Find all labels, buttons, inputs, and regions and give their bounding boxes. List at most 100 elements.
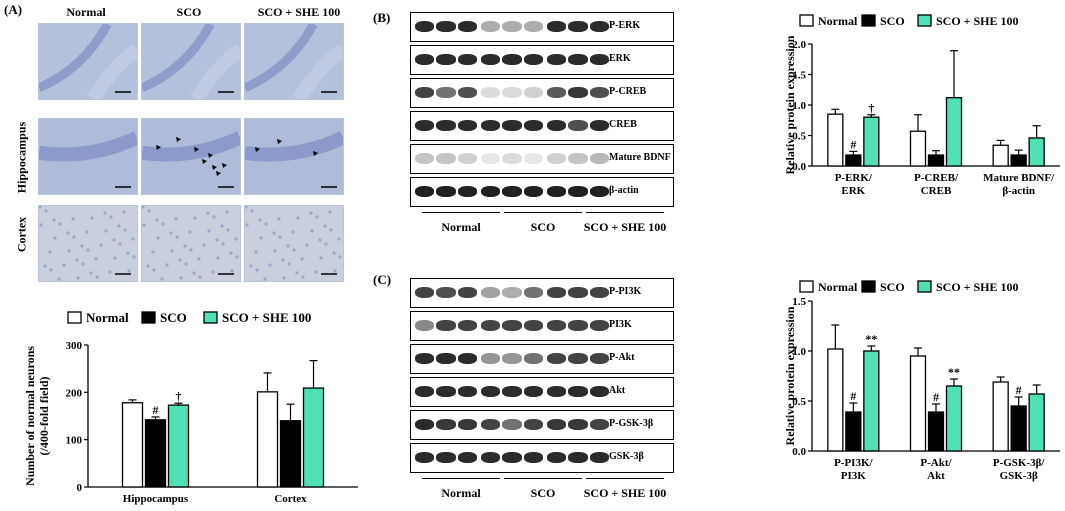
blot-band xyxy=(415,153,435,165)
blot-band xyxy=(523,452,543,464)
blot-label: Mature BDNF xyxy=(609,152,671,163)
blot-band xyxy=(415,320,435,332)
blot-band xyxy=(547,287,567,299)
blot-band xyxy=(457,120,477,132)
blot-band xyxy=(436,287,456,299)
blot-band xyxy=(589,320,609,332)
blot-band xyxy=(568,153,588,165)
blot-strip: Akt xyxy=(410,377,674,407)
col-header-sco-she: SCO + SHE 100 xyxy=(257,5,341,19)
x-category-label: Cortex xyxy=(274,493,307,505)
blot-label: P-Akt xyxy=(609,352,635,363)
blot-band xyxy=(547,54,567,66)
group-line xyxy=(504,478,582,479)
blot-band xyxy=(568,452,588,464)
blot-band xyxy=(457,87,477,99)
blot-band xyxy=(457,452,477,464)
blot-band xyxy=(436,153,456,165)
y-tick-label: 1.0 xyxy=(792,100,806,112)
blot-band xyxy=(436,54,456,66)
x-category-label: Hippocampus xyxy=(123,493,189,505)
bar xyxy=(144,419,167,488)
blot-strip: P-ERK xyxy=(410,12,674,42)
bar xyxy=(279,420,302,488)
col-header-sco: SCO xyxy=(176,5,202,19)
legend-swatch xyxy=(799,280,814,293)
blot-band xyxy=(589,353,609,365)
blot-band xyxy=(457,54,477,66)
y-tick-label: 200 xyxy=(66,387,83,399)
blot-band xyxy=(481,153,501,165)
blot-strip: CREB xyxy=(410,111,674,141)
legend-swatch xyxy=(203,311,218,324)
blot-band xyxy=(436,21,456,33)
row-header-cortex: Cortex xyxy=(14,216,29,253)
panel-a-label: (A) xyxy=(4,2,23,17)
bar xyxy=(992,144,1009,167)
blot-band xyxy=(415,386,435,398)
micrograph-image xyxy=(141,118,241,195)
blot-band xyxy=(502,186,522,198)
blot-band xyxy=(589,87,609,99)
y-axis-label: Relative protein expression xyxy=(783,306,797,445)
blot-band xyxy=(415,452,435,464)
blot-band xyxy=(547,353,567,365)
blot-band xyxy=(457,353,477,365)
legend-label: Normal xyxy=(86,310,129,325)
blot-band xyxy=(436,386,456,398)
blot-band xyxy=(523,153,543,165)
bar xyxy=(945,385,963,452)
blot-band xyxy=(415,186,435,198)
legend-label: SCO + SHE 100 xyxy=(222,310,311,325)
x-category-label: Akt xyxy=(927,470,945,482)
blot-band xyxy=(589,153,609,165)
blot-band xyxy=(568,54,588,66)
blot-band xyxy=(457,320,477,332)
blot-label: Akt xyxy=(609,385,626,396)
bar xyxy=(121,402,144,488)
blot-band xyxy=(523,87,543,99)
blot-band xyxy=(523,54,543,66)
x-category-label: P-ERK/ xyxy=(835,172,873,184)
blot-strip: GSK-3β xyxy=(410,443,674,473)
y-tick-label: 100 xyxy=(66,435,83,447)
significance-mark: # xyxy=(850,389,856,403)
micrograph-image xyxy=(141,23,241,100)
blot-band xyxy=(589,452,609,464)
blot-band xyxy=(481,419,501,431)
legend-swatch xyxy=(861,280,876,293)
blot-label: P-GSK-3β xyxy=(609,418,654,429)
blot-band xyxy=(415,87,435,99)
x-category-label: β-actin xyxy=(1002,185,1035,197)
blot-band xyxy=(589,186,609,198)
blot-band xyxy=(502,320,522,332)
blot-band xyxy=(568,287,588,299)
blot-band xyxy=(568,386,588,398)
blot-label: ERK xyxy=(609,53,631,64)
bar xyxy=(1028,393,1045,452)
significance-mark: # xyxy=(1016,383,1022,397)
micrograph-image xyxy=(141,205,241,282)
blot-band xyxy=(457,153,477,165)
blot-band xyxy=(502,287,522,299)
legend-swatch xyxy=(141,311,156,324)
significance-mark: # xyxy=(153,403,159,417)
blot-label: P-CREB xyxy=(609,86,647,97)
blot-band xyxy=(523,186,543,198)
significance-mark: † xyxy=(176,389,182,403)
blot-band xyxy=(481,54,501,66)
y-axis-label: (/400-fold field) xyxy=(37,377,51,456)
group-label: Normal xyxy=(441,220,481,234)
blot-band xyxy=(589,287,609,299)
blot-band xyxy=(457,21,477,33)
significance-mark: # xyxy=(933,390,939,404)
blot-band xyxy=(436,452,456,464)
blot-band xyxy=(415,353,435,365)
blot-band xyxy=(457,287,477,299)
blot-label: P-PI3K xyxy=(609,286,642,297)
legend-swatch xyxy=(917,14,932,27)
y-tick-label: 0.0 xyxy=(792,446,806,458)
y-tick-label: 0.5 xyxy=(792,131,806,143)
x-category-label: P-PI3K/ xyxy=(834,457,873,469)
blot-strip: PI3K xyxy=(410,311,674,341)
